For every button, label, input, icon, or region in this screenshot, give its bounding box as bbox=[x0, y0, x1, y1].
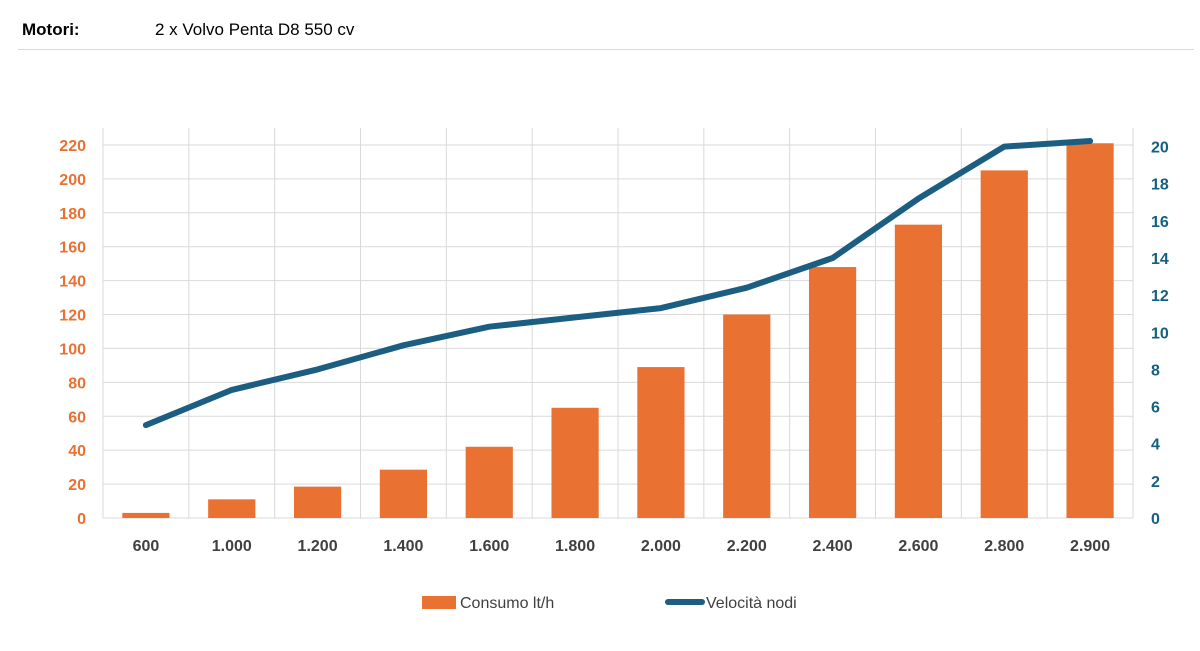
x-tick-label: 1.200 bbox=[298, 538, 338, 555]
left-tick-label: 100 bbox=[59, 341, 86, 358]
left-tick-label: 20 bbox=[68, 477, 86, 494]
bar-1.600 bbox=[465, 446, 513, 518]
bar-2.800 bbox=[980, 170, 1028, 519]
right-tick-label: 12 bbox=[1151, 288, 1169, 305]
right-tick-label: 20 bbox=[1151, 140, 1169, 157]
x-tick-label: 2.900 bbox=[1070, 538, 1110, 555]
header-divider bbox=[18, 49, 1194, 50]
right-axis: 0 2 4 6 8 10 12 14 16 18 20 bbox=[1151, 140, 1169, 528]
bar-1.400 bbox=[379, 469, 428, 518]
chart-grid bbox=[102, 128, 1134, 519]
bar-2.200 bbox=[723, 314, 771, 518]
x-axis: 600 1.000 1.200 1.400 1.600 1.800 2.000 2.200 2.… bbox=[133, 538, 1111, 555]
x-tick-label: 2.600 bbox=[898, 538, 938, 555]
x-tick-label: 2.000 bbox=[641, 538, 681, 555]
right-tick-label: 14 bbox=[1151, 251, 1169, 268]
right-tick-label: 16 bbox=[1151, 214, 1169, 231]
x-tick-label: 1.400 bbox=[383, 538, 423, 555]
bar-2.900 bbox=[1066, 143, 1114, 518]
right-tick-label: 6 bbox=[1151, 400, 1160, 417]
left-tick-label: 160 bbox=[59, 240, 86, 257]
right-tick-label: 4 bbox=[1151, 437, 1160, 454]
right-tick-label: 0 bbox=[1151, 511, 1160, 528]
header: Motori: 2 x Volvo Penta D8 550 cv bbox=[0, 0, 1200, 50]
line-series bbox=[142, 138, 1094, 429]
right-tick-label: 8 bbox=[1151, 362, 1160, 379]
engine-label: Motori: bbox=[22, 20, 80, 39]
bar-2.600 bbox=[894, 224, 943, 519]
engine-value: 2 x Volvo Penta D8 550 cv bbox=[155, 20, 355, 39]
legend-bar-label: Consumo lt/h bbox=[460, 595, 554, 612]
x-tick-label: 2.400 bbox=[813, 538, 853, 555]
left-tick-label: 80 bbox=[68, 375, 86, 392]
legend-bar-swatch bbox=[422, 596, 456, 609]
left-tick-label: 120 bbox=[59, 308, 86, 325]
left-axis: 0 20 40 60 80 100 120 140 160 180 200 220 bbox=[59, 138, 86, 528]
bar-1.800 bbox=[551, 407, 599, 518]
x-tick-label: 1.000 bbox=[212, 538, 252, 555]
left-tick-label: 140 bbox=[59, 274, 86, 291]
x-tick-label: 1.600 bbox=[469, 538, 509, 555]
x-tick-label: 2.800 bbox=[984, 538, 1024, 555]
velocity-line bbox=[142, 138, 1094, 429]
bar-1.200 bbox=[293, 486, 342, 518]
bar-2.400 bbox=[808, 267, 857, 518]
x-tick-label: 600 bbox=[133, 538, 160, 555]
bar-2.000 bbox=[637, 367, 685, 518]
bar-600 bbox=[122, 512, 170, 518]
x-tick-label: 2.200 bbox=[727, 538, 767, 555]
right-tick-label: 10 bbox=[1151, 325, 1169, 342]
legend-line-label: Velocità nodi bbox=[706, 595, 797, 612]
left-tick-label: 180 bbox=[59, 206, 86, 223]
x-tick-label: 1.800 bbox=[555, 538, 595, 555]
bar-1.000 bbox=[208, 499, 256, 518]
left-tick-label: 60 bbox=[68, 409, 86, 426]
left-tick-label: 0 bbox=[77, 511, 86, 528]
left-tick-label: 200 bbox=[59, 172, 86, 189]
legend: Consumo lt/h Velocità nodi bbox=[422, 595, 797, 612]
left-tick-label: 40 bbox=[68, 443, 86, 460]
right-tick-label: 18 bbox=[1151, 177, 1169, 194]
bar-series bbox=[122, 143, 1114, 519]
right-tick-label: 2 bbox=[1151, 474, 1160, 491]
left-tick-label: 220 bbox=[59, 138, 86, 155]
